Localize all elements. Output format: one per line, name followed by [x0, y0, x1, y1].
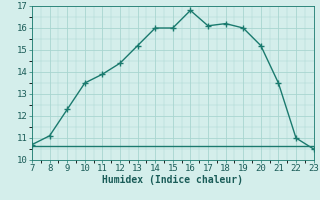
X-axis label: Humidex (Indice chaleur): Humidex (Indice chaleur)	[102, 175, 243, 185]
